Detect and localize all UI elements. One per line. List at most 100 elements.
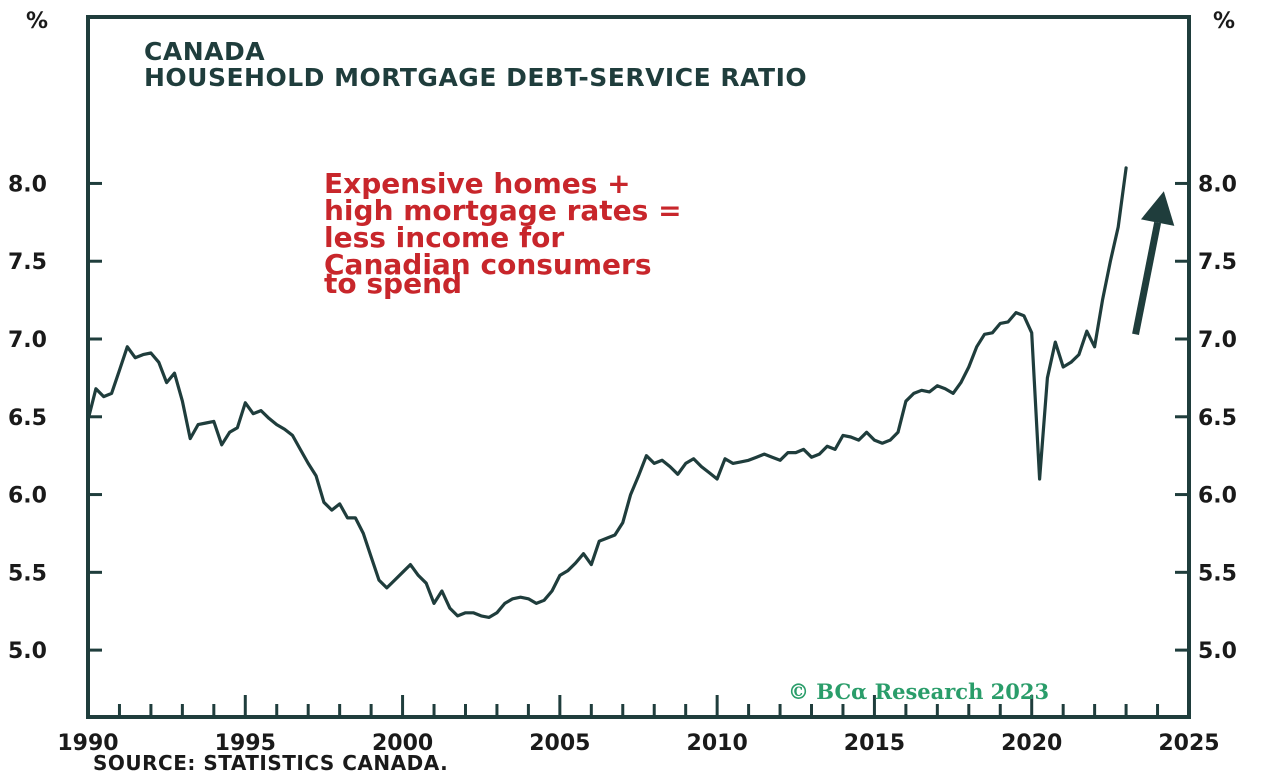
data-point	[95, 388, 97, 390]
data-point	[1078, 354, 1080, 356]
y-tick-label-left: 8.0	[8, 172, 47, 197]
data-point	[693, 458, 695, 460]
data-point	[960, 382, 962, 384]
source-note: SOURCE: STATISTICS CANADA.	[93, 751, 448, 772]
data-point	[905, 400, 907, 402]
data-point	[818, 453, 821, 455]
annotation-line-4: Canadian consumers	[324, 248, 652, 281]
data-point	[1015, 312, 1017, 314]
data-point	[1007, 321, 1009, 323]
data-point	[417, 574, 419, 577]
data-point	[268, 417, 270, 419]
data-point	[614, 534, 616, 536]
data-point	[386, 587, 388, 589]
data-point	[834, 448, 836, 450]
data-point	[118, 369, 121, 371]
data-point	[622, 522, 624, 524]
data-point	[519, 596, 522, 598]
data-point	[449, 607, 451, 609]
data-point	[472, 612, 474, 614]
data-point	[968, 366, 970, 368]
data-point	[1094, 346, 1096, 348]
annotation-line-5: to spend	[324, 267, 462, 300]
chart-title: CANADA	[144, 37, 265, 66]
data-point	[897, 431, 899, 433]
y-tick-label-right: 7.5	[1198, 250, 1237, 275]
data-point	[1062, 366, 1064, 368]
data-point	[653, 462, 655, 464]
data-point	[1031, 332, 1033, 334]
data-point	[181, 400, 183, 402]
y-tick-label-right: 5.5	[1198, 561, 1237, 586]
x-tick-label: 2000	[372, 731, 433, 756]
data-point	[213, 420, 215, 422]
y-tick-label-left: 6.0	[8, 484, 47, 509]
data-point	[991, 332, 994, 334]
data-point	[598, 540, 600, 542]
y-tick-label-right: 6.0	[1198, 484, 1237, 509]
data-point	[700, 466, 703, 468]
data-point	[457, 615, 459, 617]
data-point	[378, 579, 380, 581]
data-point	[952, 392, 954, 394]
data-point	[1117, 226, 1119, 228]
data-point	[354, 517, 356, 519]
data-point	[999, 322, 1001, 324]
y-tick-label-left: 6.5	[8, 406, 47, 431]
data-point	[630, 494, 632, 496]
data-point	[559, 574, 561, 577]
data-point	[441, 590, 443, 592]
data-point	[850, 436, 852, 438]
data-point	[842, 434, 844, 436]
data-point	[567, 570, 569, 572]
data-point	[1109, 260, 1111, 262]
data-point	[260, 410, 262, 412]
data-point	[976, 346, 978, 348]
data-point	[582, 553, 585, 555]
data-point	[512, 598, 514, 600]
data-point	[111, 392, 113, 394]
data-point	[803, 448, 805, 450]
data-point	[1054, 341, 1056, 343]
data-point	[236, 427, 238, 429]
annotation: Expensive homes + high mortgage rates = …	[324, 167, 682, 300]
data-point	[370, 556, 372, 558]
data-point	[637, 475, 640, 477]
data-point	[551, 590, 553, 592]
data-point	[229, 431, 231, 433]
y-tick-label-right: 6.5	[1198, 406, 1237, 431]
data-point	[677, 473, 679, 475]
data-point	[409, 564, 411, 566]
data-point	[928, 391, 931, 393]
data-point	[771, 456, 773, 458]
data-point	[858, 439, 860, 441]
data-point	[755, 456, 758, 458]
data-point	[189, 438, 191, 440]
annotation-line-3: less income for	[324, 221, 564, 254]
y-axis-left: 5.0 5.5 6.0 6.5 7.0 7.5 8.0	[8, 172, 102, 664]
data-point	[936, 385, 938, 387]
data-point	[645, 455, 648, 457]
data-point	[1125, 167, 1127, 169]
data-point	[669, 466, 671, 468]
data-point	[590, 564, 592, 566]
x-tick-label: 1995	[215, 731, 276, 756]
trend-arrow-head	[1140, 191, 1175, 226]
data-point	[1046, 377, 1048, 379]
unit-label-right: %	[1213, 9, 1235, 34]
x-tick-label: 2005	[529, 731, 590, 756]
data-point	[221, 444, 223, 446]
y-tick-label-left: 7.0	[8, 328, 47, 353]
data-point	[307, 462, 309, 464]
data-point	[787, 452, 789, 454]
data-point	[795, 452, 797, 454]
data-point	[103, 396, 105, 398]
data-point	[142, 354, 144, 356]
data-points	[87, 167, 1127, 619]
data-point	[921, 389, 923, 391]
series-line	[86, 166, 1128, 619]
data-point	[740, 461, 742, 463]
data-point	[150, 352, 152, 354]
data-point	[299, 448, 301, 450]
